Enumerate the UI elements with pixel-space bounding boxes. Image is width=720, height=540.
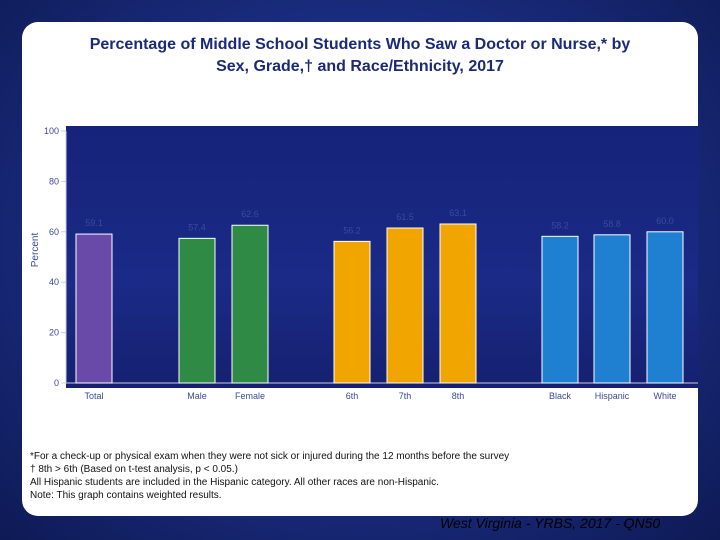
- chart-title-line-1: Percentage of Middle School Students Who…: [89, 36, 631, 53]
- value-label-total: 59.1: [85, 218, 103, 228]
- y-tick-label: 0: [54, 378, 59, 388]
- bar-male: [178, 237, 216, 384]
- value-label-white: 60.0: [656, 216, 674, 226]
- value-label-hispanic: 58.8: [603, 219, 621, 229]
- chart-title: Percentage of Middle School Students Who…: [30, 34, 690, 78]
- y-tick-label: 100: [44, 126, 59, 136]
- category-label-female: Female: [235, 391, 265, 401]
- footnote-3: All Hispanic students are included in th…: [30, 477, 439, 488]
- value-label-7th: 61.5: [396, 212, 414, 222]
- y-axis-title: Percent: [30, 233, 41, 268]
- footnote-2: † 8th > 6th (Based on t-test analysis, p…: [30, 464, 238, 475]
- category-label-male: Male: [187, 391, 207, 401]
- bar-8th: [439, 223, 477, 384]
- bar-white: [646, 231, 684, 384]
- value-label-black: 58.2: [551, 220, 569, 230]
- y-tick-label: 20: [49, 328, 59, 338]
- value-label-6th: 56.2: [343, 225, 361, 235]
- source-label: West Virginia - YRBS, 2017 - QN50: [440, 515, 661, 531]
- category-label-hispanic: Hispanic: [595, 391, 630, 401]
- plot-area: [66, 126, 698, 388]
- footnote-4: Note: This graph contains weighted resul…: [30, 490, 222, 501]
- category-label-black: Black: [549, 391, 572, 401]
- value-label-8th: 63.1: [449, 208, 467, 218]
- value-label-female: 62.6: [241, 209, 259, 219]
- y-tick-label: 60: [49, 227, 59, 237]
- category-label-white: White: [653, 391, 676, 401]
- y-tick-label: 40: [49, 277, 59, 287]
- footnotes: *For a check-up or physical exam when th…: [30, 450, 670, 502]
- category-label-8th: 8th: [452, 391, 465, 401]
- footnote-1: *For a check-up or physical exam when th…: [30, 451, 510, 462]
- bar-total: [75, 233, 113, 384]
- category-label-7th: 7th: [399, 391, 412, 401]
- bar-black: [541, 235, 579, 384]
- y-tick-label: 80: [49, 176, 59, 186]
- bar-hispanic: [593, 234, 631, 384]
- category-label-6th: 6th: [346, 391, 359, 401]
- bar-6th: [333, 240, 371, 384]
- value-label-male: 57.4: [188, 222, 206, 232]
- bar-female: [231, 224, 269, 384]
- bar-7th: [386, 227, 424, 384]
- chart-title-line-2: Sex, Grade,† and Race/Ethnicity, 2017: [216, 58, 504, 75]
- category-label-total: Total: [84, 391, 103, 401]
